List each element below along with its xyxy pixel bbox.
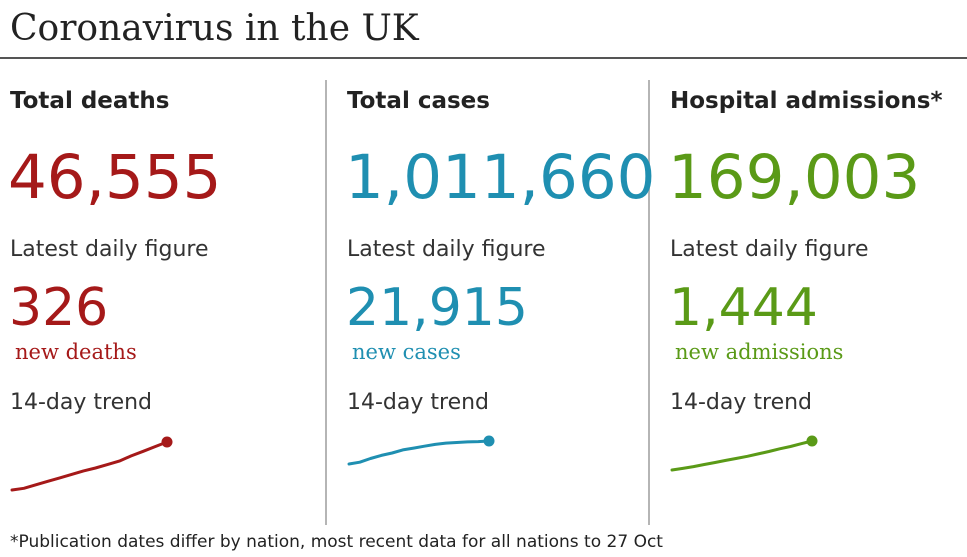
page-title: Coronavirus in the UK — [10, 8, 419, 49]
admissions-daily-caption: Latest daily figure — [670, 237, 869, 262]
admissions-trend-label: 14-day trend — [670, 390, 813, 415]
column-divider-1 — [325, 80, 327, 525]
footnote: *Publication dates differ by nation, mos… — [10, 532, 663, 552]
title-rule — [0, 57, 967, 59]
admissions-panel: Hospital admissions* 169,003 Latest dail… — [668, 0, 967, 520]
cases-panel: Total cases 1,011,660 Latest daily figur… — [345, 0, 657, 520]
deaths-trend-line — [10, 440, 169, 492]
cases-daily-label: new cases — [352, 340, 461, 364]
cases-trend-sparkline — [347, 435, 495, 466]
cases-trend-line — [347, 439, 491, 466]
cases-trend-label: 14-day trend — [347, 390, 490, 415]
deaths-daily-label: new deaths — [15, 340, 137, 364]
deaths-trend-sparkline — [10, 436, 173, 492]
cases-panel-title: Total cases — [347, 88, 490, 114]
cases-daily-value: 21,915 — [346, 278, 528, 338]
admissions-daily-label: new admissions — [675, 340, 844, 364]
admissions-daily-value: 1,444 — [669, 278, 818, 338]
deaths-daily-value: 326 — [9, 278, 109, 338]
cases-total: 1,011,660 — [345, 142, 656, 213]
deaths-total: 46,555 — [8, 142, 222, 213]
deaths-panel-title: Total deaths — [10, 88, 170, 114]
column-divider-2 — [648, 80, 650, 525]
deaths-daily-caption: Latest daily figure — [10, 237, 209, 262]
admissions-total: 169,003 — [668, 142, 921, 213]
admissions-trend-line — [670, 439, 814, 472]
cases-daily-caption: Latest daily figure — [347, 237, 546, 262]
deaths-trend-endpoint — [161, 436, 173, 448]
admissions-trend-endpoint — [806, 435, 818, 447]
deaths-trend-label: 14-day trend — [10, 390, 153, 415]
admissions-trend-sparkline — [670, 435, 818, 472]
cases-trend-endpoint — [483, 435, 495, 447]
deaths-panel: Total deaths 46,555 Latest daily figure … — [8, 0, 320, 520]
admissions-panel-title: Hospital admissions* — [670, 88, 943, 114]
